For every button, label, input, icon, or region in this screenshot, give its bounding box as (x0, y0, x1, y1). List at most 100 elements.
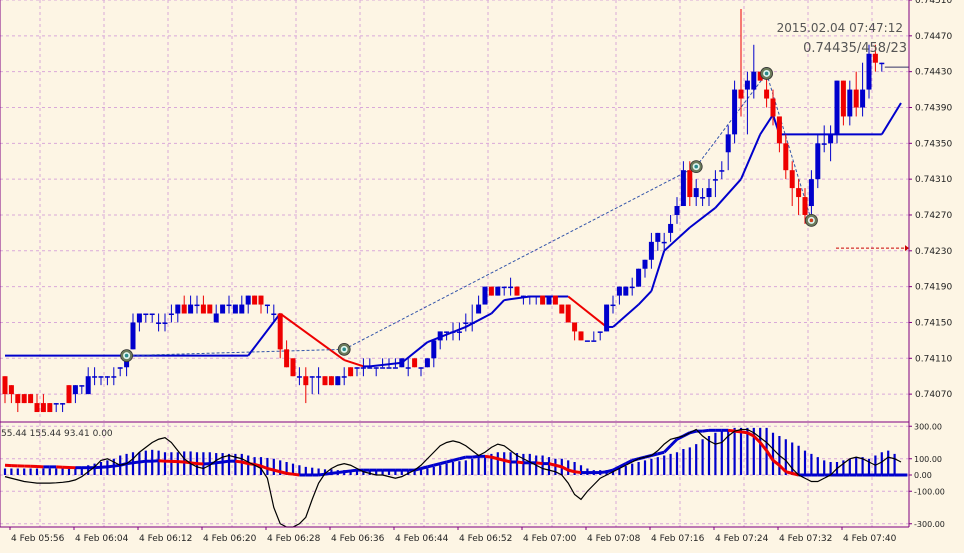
zigzag-marker-icon (810, 219, 814, 223)
signal-line-segment (536, 463, 542, 464)
candle-body (847, 90, 852, 117)
price-tick-label: 0.74070 (915, 390, 952, 400)
signal-line-segment (235, 461, 241, 462)
candle-body (329, 376, 334, 385)
signal-line-segment (549, 464, 555, 466)
candle-body (150, 314, 155, 316)
trailing-stop-segment (639, 291, 652, 304)
candle-body (444, 331, 449, 333)
price-tick-label: 0.74110 (915, 354, 952, 364)
signal-line-segment (658, 452, 664, 454)
candle-body (393, 367, 398, 369)
signal-line-segment (427, 465, 433, 467)
candle-body (879, 63, 884, 65)
signal-line-segment (274, 470, 280, 472)
signal-line-segment (216, 462, 222, 463)
candle-body (623, 287, 628, 296)
time-tick-label: 4 Feb 06:20 (203, 534, 257, 544)
signal-line-segment (223, 461, 229, 462)
candle-body (207, 305, 212, 314)
price-grid (0, 0, 909, 421)
candle-body (297, 376, 302, 378)
candle-body (41, 403, 46, 412)
candle-body (35, 403, 40, 412)
candle-body (495, 287, 500, 296)
signal-line-segment (459, 457, 465, 459)
signal-line-segment (351, 470, 357, 471)
candle-body (649, 242, 654, 260)
candle-body (815, 143, 820, 179)
candle-body (111, 376, 116, 378)
candle-body (22, 394, 27, 403)
candle-body (860, 90, 865, 108)
candle-body (835, 81, 840, 135)
candle-body (233, 305, 238, 314)
candle-body (483, 287, 488, 305)
signal-line-segment (242, 462, 248, 464)
candle-body (214, 314, 219, 323)
signal-line-segment (139, 461, 145, 462)
candle-body (867, 54, 872, 90)
candle-body (323, 376, 328, 385)
signal-line-segment (517, 462, 523, 463)
signal-line-segment (568, 470, 574, 472)
candle-body (470, 322, 475, 324)
candle-body (163, 322, 168, 324)
candle-body (783, 143, 788, 170)
candle-body (118, 367, 123, 369)
candle-body (367, 367, 372, 369)
candle-body (662, 242, 667, 244)
signal-line-segment (575, 472, 581, 473)
candle-body (854, 90, 859, 108)
candle-body (694, 188, 699, 197)
candle-body (598, 331, 603, 333)
time-tick-label: 4 Feb 07:16 (651, 534, 705, 544)
candle-body (515, 287, 520, 296)
candle-body (54, 403, 59, 405)
candle-body (719, 170, 724, 172)
candle-body (655, 233, 660, 242)
candle-body (809, 179, 814, 206)
candle-body (681, 170, 686, 206)
price-tick-label: 0.74390 (915, 103, 952, 113)
indicator-tick-label: -300.00 (914, 520, 945, 529)
candle-body (745, 81, 750, 90)
candle-body (726, 134, 731, 152)
signal-line-segment (491, 457, 497, 459)
candle-body (291, 358, 296, 376)
indicator-tick-label: 300.00 (914, 422, 942, 431)
candle-body (355, 367, 360, 369)
candle-body (348, 367, 353, 376)
candle-body (220, 305, 225, 314)
signal-line-segment (607, 470, 613, 472)
candle-body (463, 322, 468, 324)
time-tick-label: 4 Feb 07:08 (587, 534, 641, 544)
candle-body (489, 287, 494, 296)
candle-body (790, 170, 795, 188)
candle-body (28, 394, 33, 403)
candle-body (675, 206, 680, 215)
zigzag-marker-icon (694, 165, 698, 169)
price-axis-labels: 0.745100.744700.744300.743900.743500.743… (909, 0, 952, 400)
candle-body (764, 90, 769, 99)
trailing-stop-segment (664, 228, 690, 251)
time-tick-label: 4 Feb 05:56 (11, 534, 65, 544)
indicator-tick-label: 0.00 (914, 471, 932, 480)
price-tick-label: 0.74230 (915, 247, 952, 257)
candle-body (604, 305, 609, 332)
candle-body (841, 81, 846, 117)
candle-body (777, 116, 782, 143)
signal-line-segment (728, 430, 734, 431)
trailing-stop-segment (568, 296, 606, 326)
candle-body (438, 331, 443, 340)
candle-body (419, 367, 424, 369)
candle-body (265, 305, 270, 307)
trailing-stop-segment (280, 314, 344, 361)
candle-body (201, 305, 206, 314)
signal-line-segment (440, 462, 446, 464)
signal-line-segment (498, 459, 504, 461)
